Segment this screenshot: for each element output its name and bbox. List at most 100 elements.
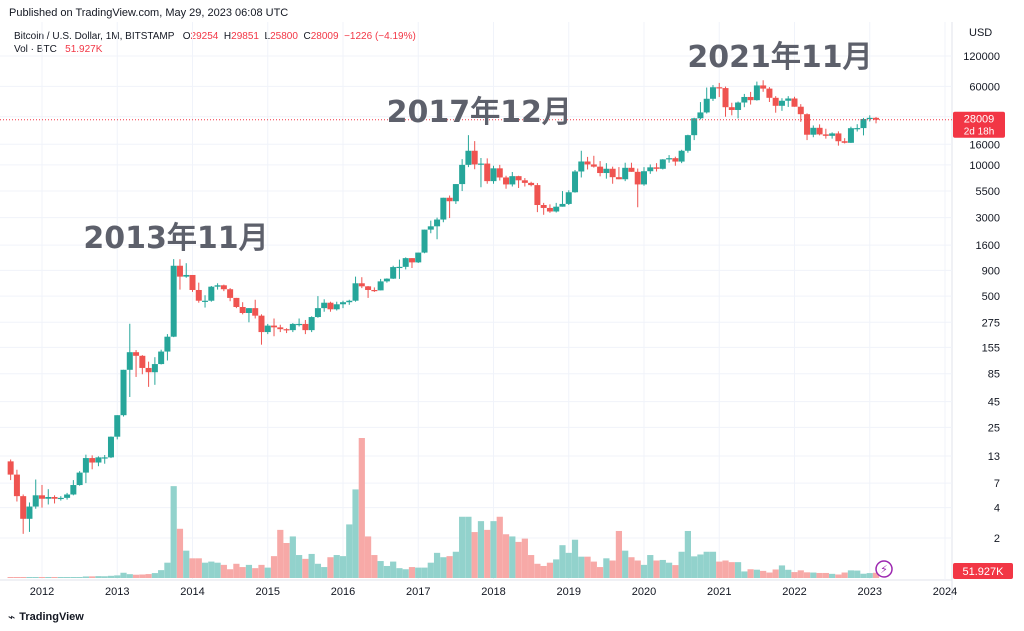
volume-bar	[597, 567, 604, 578]
volume-bar	[158, 570, 165, 578]
volume-bar	[653, 560, 660, 578]
currency-label: USD	[969, 27, 992, 39]
volume-bar	[264, 567, 271, 578]
candle-body	[220, 285, 227, 290]
y-tick-label: 45	[988, 397, 1000, 409]
volume-bar	[38, 577, 46, 578]
candle-body	[333, 304, 340, 310]
last-price-tag	[953, 111, 1005, 138]
candle-body	[622, 167, 629, 180]
volume-bar	[364, 536, 372, 578]
volume-bar	[396, 568, 403, 578]
candle-body	[252, 308, 259, 316]
candle-body	[195, 289, 202, 301]
volume-bar	[151, 573, 158, 578]
high-label: H	[223, 31, 232, 42]
volume-bar	[13, 577, 21, 578]
candle-body	[340, 302, 346, 305]
volume-bar	[477, 521, 485, 578]
volume-bar	[728, 562, 735, 578]
volume-bar	[665, 562, 673, 578]
volume-bar	[446, 556, 453, 578]
volume-bar	[339, 556, 347, 578]
volume-bar	[208, 561, 215, 578]
volume-bar	[89, 576, 96, 578]
candle-body	[709, 87, 716, 99]
candle-body	[258, 315, 265, 333]
lightning-icon[interactable]	[875, 560, 893, 578]
y-tick-label: 5500	[976, 186, 1000, 198]
candle-body	[402, 258, 409, 267]
volume-bar	[640, 564, 648, 578]
candle-body	[415, 252, 422, 263]
candle-body	[471, 150, 478, 165]
candle-body	[678, 150, 685, 162]
y-tick-label: 900	[982, 265, 1000, 277]
candle-body	[659, 159, 666, 169]
volume-bar	[753, 569, 760, 578]
candle-body	[684, 135, 691, 151]
tradingview-logo[interactable]: ⌁ TradingView	[8, 610, 84, 624]
y-tick-label: 3000	[976, 213, 1000, 225]
volume-bar	[63, 577, 71, 578]
candle-body	[427, 226, 434, 230]
candle-body	[810, 127, 817, 135]
volume-bar	[327, 557, 334, 578]
volume-bar	[822, 572, 829, 578]
volume-bar	[289, 536, 296, 578]
volume-bar	[51, 577, 58, 578]
volume-bar	[377, 561, 384, 578]
y-tick-label: 13	[988, 451, 1000, 463]
candle-body	[170, 265, 177, 337]
candle-body	[847, 128, 854, 143]
candle-body	[728, 107, 735, 110]
candle-body	[277, 327, 284, 330]
candle-body	[434, 219, 441, 227]
volume-bar	[415, 567, 422, 578]
volume-bar	[220, 564, 227, 578]
candle-body	[628, 167, 635, 172]
volume-bar	[559, 545, 566, 578]
volume-bar	[521, 538, 528, 578]
candle-body	[597, 166, 604, 174]
candle-body	[327, 302, 334, 310]
volume-bar	[195, 558, 202, 578]
tradingview-logo-text: TradingView	[19, 611, 84, 623]
volume-bar	[622, 550, 629, 578]
candle-body	[164, 336, 171, 352]
volume-bar	[860, 573, 867, 578]
candle-body	[484, 163, 491, 182]
candle-body	[866, 117, 873, 120]
candle-body	[308, 317, 315, 331]
open-value: 29254	[190, 31, 219, 42]
volume-bar	[164, 562, 171, 578]
candle-body	[615, 177, 622, 180]
volume-bar	[408, 567, 416, 578]
volume-bar	[628, 557, 635, 578]
change-value: −1226 (−4.19%)	[344, 31, 416, 42]
x-tick-label: 2017	[406, 586, 430, 598]
last-price-text: 28009	[964, 114, 995, 126]
volume-bar	[76, 577, 83, 578]
volume-bar	[716, 561, 723, 578]
volume-bar	[534, 563, 541, 578]
y-tick-label: 60000	[969, 81, 1000, 93]
candle-body	[302, 323, 309, 331]
volume-bar	[427, 562, 434, 578]
volume-bar	[603, 558, 610, 578]
symbol-title: Bitcoin / U.S. Dollar, 1M, BITSTAMP	[14, 31, 175, 42]
candle-body	[358, 283, 365, 287]
volume-bar	[528, 555, 535, 578]
volume-bar	[26, 577, 33, 578]
volume-bar	[346, 524, 353, 578]
candle-body	[584, 161, 591, 165]
candle-body	[321, 302, 328, 309]
candle-body	[804, 114, 811, 135]
volume-bar	[747, 569, 754, 578]
candle-body	[264, 325, 271, 333]
volume-bar	[778, 565, 786, 578]
candle-body	[202, 300, 209, 302]
candle-body	[578, 161, 585, 172]
tradingview-logo-icon: ⌁	[8, 610, 16, 624]
